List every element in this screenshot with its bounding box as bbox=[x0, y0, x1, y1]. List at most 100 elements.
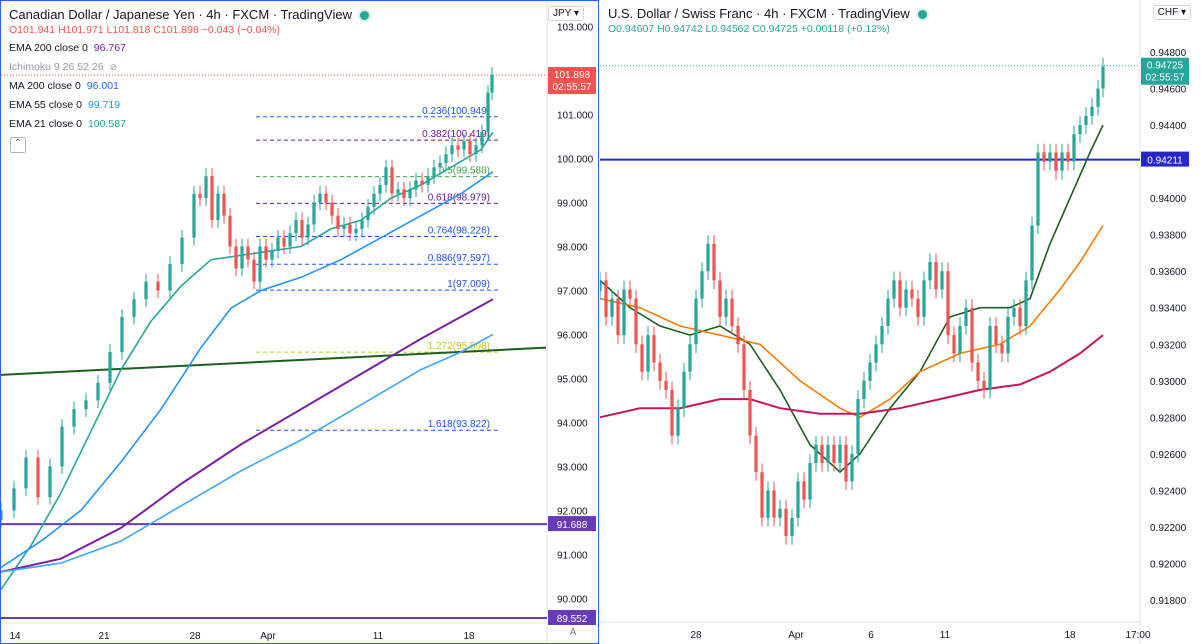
y-tick-label: 0.94800 bbox=[1150, 48, 1187, 59]
candle-body bbox=[748, 389, 752, 436]
candle-body bbox=[318, 193, 322, 203]
candle-body bbox=[862, 380, 866, 400]
usdchf-chart-pane[interactable]: 0.948000.946000.944000.942000.940000.938… bbox=[600, 0, 1201, 644]
candle-body bbox=[414, 180, 418, 190]
candle-body bbox=[366, 206, 370, 221]
cadjpy-chart-canvas[interactable]: 103.000102.000101.000100.00099.00098.000… bbox=[1, 1, 598, 643]
x-tick-label: 18 bbox=[463, 631, 475, 642]
y-tick-label: 0.92600 bbox=[1150, 450, 1187, 461]
candle-body bbox=[736, 326, 740, 345]
candle-body bbox=[964, 307, 968, 326]
candle-body bbox=[240, 246, 244, 269]
candle-body bbox=[490, 74, 494, 93]
y-tick-label: 0.94600 bbox=[1150, 85, 1187, 96]
candle-body bbox=[814, 444, 818, 463]
series-line-orange-line bbox=[600, 225, 1104, 419]
candle-body bbox=[432, 167, 436, 177]
candle-body bbox=[336, 215, 340, 229]
market-open-icon bbox=[917, 10, 927, 20]
y-tick-label: 103.000 bbox=[557, 23, 594, 34]
candle-body bbox=[910, 289, 914, 299]
candle-body bbox=[282, 237, 286, 247]
candle-body bbox=[940, 271, 944, 290]
candle-body bbox=[898, 280, 902, 308]
candle-body bbox=[474, 145, 478, 155]
hidden-eye-icon[interactable]: ⊘ bbox=[109, 62, 118, 72]
price-tag-label: 89.552 bbox=[557, 614, 588, 625]
candle-body bbox=[916, 298, 920, 317]
candle-body bbox=[312, 202, 316, 225]
candle-body bbox=[1048, 152, 1052, 162]
candle-body bbox=[270, 250, 274, 260]
candle-body bbox=[970, 307, 974, 363]
currency-badge-jpy[interactable]: JPY ▾ bbox=[548, 6, 584, 21]
candle-body bbox=[426, 176, 430, 185]
market-open-icon bbox=[360, 11, 370, 21]
series-line-ema-200 bbox=[1, 298, 494, 573]
collapse-legend-icon[interactable]: ⌃ bbox=[10, 137, 26, 153]
candle-body bbox=[252, 259, 256, 282]
indicator-ema200[interactable]: EMA 200 close 0 96.767 bbox=[9, 42, 126, 54]
y-tick-label: 0.93800 bbox=[1150, 231, 1187, 242]
candle-body bbox=[342, 224, 346, 229]
candle-body bbox=[802, 481, 806, 500]
x-tick-label: 21 bbox=[98, 631, 110, 642]
candle-body bbox=[832, 444, 836, 463]
candle-body bbox=[640, 344, 644, 372]
series-line-ma-200 bbox=[1, 333, 494, 573]
candle-body bbox=[880, 326, 884, 345]
indicator-ema55[interactable]: EMA 55 close 0 99.719 bbox=[9, 99, 121, 111]
candle-body bbox=[228, 215, 232, 247]
candle-body bbox=[988, 326, 992, 390]
candle-body bbox=[772, 490, 776, 518]
cadjpy-chart-pane[interactable]: 103.000102.000101.000100.00099.00098.000… bbox=[0, 0, 599, 644]
candle-body bbox=[354, 228, 358, 234]
candle-body bbox=[480, 132, 484, 146]
candle-body bbox=[1072, 134, 1076, 162]
candle-body bbox=[198, 193, 202, 199]
candle-body bbox=[976, 362, 980, 381]
candle-body bbox=[180, 237, 184, 265]
candle-body bbox=[688, 344, 692, 372]
candle-body bbox=[1006, 316, 1010, 354]
candle-body bbox=[468, 140, 472, 155]
candle-body bbox=[652, 335, 656, 363]
y-tick-label: 101.000 bbox=[557, 111, 594, 122]
candle-body bbox=[850, 453, 854, 482]
currency-badge-chf[interactable]: CHF ▾ bbox=[1152, 5, 1191, 20]
candle-body bbox=[700, 271, 704, 299]
x-tick-label: Apr bbox=[260, 631, 276, 642]
candle-body bbox=[132, 299, 136, 317]
y-tick-label: 96.000 bbox=[557, 330, 588, 341]
candle-body bbox=[628, 289, 632, 299]
candle-body bbox=[1090, 106, 1094, 116]
indicator-ma200[interactable]: MA 200 close 0 96.001 bbox=[9, 80, 119, 92]
candle-body bbox=[1024, 280, 1028, 326]
price-tag-bg bbox=[548, 516, 596, 532]
y-tick-label: 97.000 bbox=[557, 286, 588, 297]
candle-body bbox=[72, 409, 76, 427]
indicator-ichimoku[interactable]: Ichimoku 9 26 52 26 ⊘ bbox=[9, 61, 118, 73]
candle-body bbox=[730, 298, 734, 326]
auto-scale-icon[interactable]: A bbox=[569, 627, 577, 638]
candle-body bbox=[616, 298, 620, 336]
y-tick-label: 0.92200 bbox=[1150, 523, 1187, 534]
x-tick-label: 6 bbox=[868, 630, 874, 641]
candle-body bbox=[120, 316, 124, 353]
usdchf-title: U.S. Dollar / Swiss Franc · 4h · FXCM · … bbox=[608, 6, 927, 21]
candle-body bbox=[456, 145, 460, 150]
cadjpy-title: Canadian Dollar / Japanese Yen · 4h · FX… bbox=[9, 7, 370, 22]
last-price-tag bbox=[548, 67, 596, 95]
candle-body bbox=[1084, 115, 1088, 126]
candle-body bbox=[48, 466, 52, 498]
candle-body bbox=[24, 457, 28, 489]
candle-body bbox=[820, 444, 824, 463]
y-tick-label: 0.94400 bbox=[1150, 121, 1187, 132]
indicator-ema21[interactable]: EMA 21 close 0 100.587 bbox=[9, 118, 126, 130]
y-tick-label: 0.92800 bbox=[1150, 413, 1187, 424]
last-price-value: 101.898 bbox=[554, 70, 591, 81]
candle-body bbox=[1096, 88, 1100, 107]
candle-body bbox=[664, 380, 668, 390]
price-tag-bg bbox=[548, 610, 596, 625]
usdchf-chart-canvas[interactable]: 0.948000.946000.944000.942000.940000.938… bbox=[600, 0, 1201, 644]
